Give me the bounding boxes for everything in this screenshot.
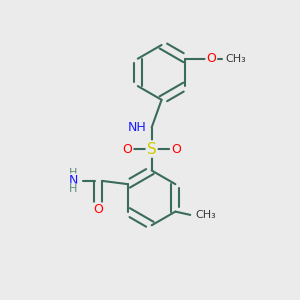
Text: N: N [69, 174, 78, 188]
Text: O: O [171, 142, 181, 155]
Text: CH₃: CH₃ [226, 54, 246, 64]
Text: CH₃: CH₃ [195, 210, 216, 220]
Text: NH: NH [128, 121, 147, 134]
Text: S: S [147, 142, 157, 157]
Text: O: O [206, 52, 216, 65]
Text: H: H [69, 184, 78, 194]
Text: H: H [69, 168, 78, 178]
Text: O: O [123, 142, 133, 155]
Text: O: O [93, 203, 103, 216]
